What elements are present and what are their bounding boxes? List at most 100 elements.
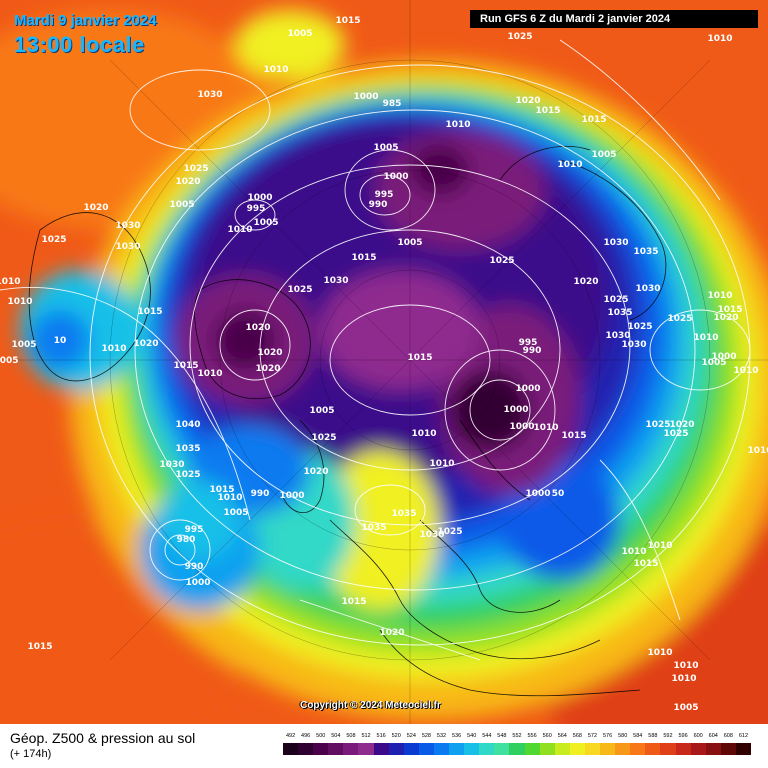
- pressure-label: 1015: [407, 353, 432, 363]
- pressure-label: 1020: [245, 323, 270, 333]
- pressure-label: 1010: [263, 65, 288, 75]
- chart-footer: Géop. Z500 & pression au sol (+ 174h) 49…: [0, 724, 768, 768]
- lat-lon-grid: [0, 0, 768, 724]
- legend-swatch: [569, 743, 586, 755]
- legend-swatch: [313, 743, 329, 755]
- legend-tick-label: 592: [663, 733, 673, 739]
- pressure-label: 1010: [533, 423, 558, 433]
- color-legend: 492 496 500 504 508 512 516 520 524 528 532 536 540 5…: [283, 733, 752, 759]
- legend-tick-label: 580: [618, 733, 628, 739]
- legend-tick-label: 524: [406, 733, 416, 739]
- pressure-label: 1000: [353, 92, 378, 102]
- pressure-label: 1015: [561, 431, 586, 441]
- pressure-label: 1010: [557, 160, 582, 170]
- pressure-label: 1010: [733, 366, 758, 376]
- pressure-label: 1010: [429, 459, 454, 469]
- coastlines: [28, 145, 667, 697]
- footer-subtitle: (+ 174h): [10, 748, 52, 760]
- pressure-label: 1025: [41, 235, 66, 245]
- legend-tick-label: 500: [316, 733, 326, 739]
- legend-swatch: [630, 743, 646, 755]
- pressure-label: 1000: [247, 193, 272, 203]
- legend-swatch: [464, 743, 480, 755]
- pressure-label: 1030: [635, 284, 660, 294]
- legend-swatch: [615, 743, 631, 755]
- copyright-notice: Copyright © 2024 Meteociel.fr: [300, 700, 441, 711]
- legend-tick-label: 540: [467, 733, 477, 739]
- pressure-label: 1030: [197, 90, 222, 100]
- pressure-label: 1005: [591, 150, 616, 160]
- pressure-label: 1015: [717, 305, 742, 315]
- pressure-label: 1005: [11, 340, 36, 350]
- pressure-label: 990: [523, 346, 542, 356]
- pressure-label: 1030: [419, 530, 444, 540]
- pressure-label: 980: [177, 535, 196, 545]
- pressure-label: 1005: [0, 356, 19, 366]
- legend-tick-label: 572: [587, 733, 598, 739]
- pressure-label: 1025: [667, 314, 692, 324]
- pressure-label: 1015: [535, 106, 560, 116]
- pressure-label: 1015: [581, 115, 606, 125]
- pressure-label: 990: [251, 489, 270, 499]
- legend-tick-label: 564: [557, 733, 567, 739]
- pressure-label: 1015: [137, 307, 162, 317]
- legend-tick-label: 556: [527, 733, 537, 739]
- legend-swatch: [539, 743, 556, 755]
- legend-tick-label: 528: [421, 733, 431, 739]
- legend-swatch: [660, 743, 676, 755]
- legend-tick-label: 496: [301, 733, 311, 739]
- legend-swatch: [645, 743, 661, 755]
- legend-swatch: [418, 743, 435, 755]
- pressure-label: 1020: [573, 277, 598, 287]
- pressure-label: 1035: [633, 247, 658, 257]
- pressure-label: 995: [185, 525, 204, 535]
- legend-swatch: [705, 743, 722, 755]
- pressure-label: 1005: [253, 218, 278, 228]
- legend-tick-label: 516: [376, 733, 386, 739]
- legend-swatch: [358, 743, 375, 755]
- pressure-label: 1020: [83, 203, 108, 213]
- pressure-label: 1030: [603, 238, 628, 248]
- forecast-date: Mardi 9 janvier 2024: [14, 12, 157, 29]
- pressure-label: 1030: [115, 221, 140, 231]
- pressure-label: 1000: [383, 172, 408, 182]
- pressure-label: 1010: [647, 541, 672, 551]
- pressure-label: 1010: [227, 225, 252, 235]
- legend-swatch: [509, 743, 526, 755]
- pressure-label: 1010: [197, 369, 222, 379]
- legend-tick-label: 492: [285, 733, 296, 739]
- pressure-label: 1015: [341, 597, 366, 607]
- pressure-label: 1005: [701, 358, 726, 368]
- pressure-label: 1020: [713, 313, 738, 323]
- pressure-label: 1015: [27, 642, 52, 652]
- legend-tick-label: 608: [723, 733, 733, 739]
- legend-swatch: [388, 743, 405, 755]
- pressure-label: 1010: [647, 648, 672, 658]
- pressure-label: 1010: [445, 120, 470, 130]
- legend-tick-label: 560: [542, 733, 552, 739]
- legend-tick-label: 588: [648, 733, 658, 739]
- legend-tick-label: 508: [346, 733, 356, 739]
- pressure-label: 1010: [707, 291, 732, 301]
- pressure-label: 1010: [411, 429, 436, 439]
- legend-tick-label: 536: [452, 733, 462, 739]
- pressure-label: 990: [185, 562, 204, 572]
- pressure-label: 1005: [673, 703, 698, 713]
- legend-swatch: [298, 743, 314, 755]
- legend-tick-label: 568: [572, 733, 582, 739]
- legend-swatch: [479, 743, 495, 755]
- pressure-label: 1020: [257, 348, 282, 358]
- pressure-label: 1030: [621, 340, 646, 350]
- pressure-label: 1000: [515, 384, 540, 394]
- pressure-label: 1015: [335, 16, 360, 26]
- legend-swatch: [343, 743, 359, 755]
- pressure-label: 1015: [633, 559, 658, 569]
- legend-swatch: [524, 743, 541, 755]
- pressure-label: 1025: [437, 527, 462, 537]
- pressure-label: 1025: [287, 285, 312, 295]
- pressure-label: 1005: [397, 238, 422, 248]
- pressure-label: 1015: [209, 485, 234, 495]
